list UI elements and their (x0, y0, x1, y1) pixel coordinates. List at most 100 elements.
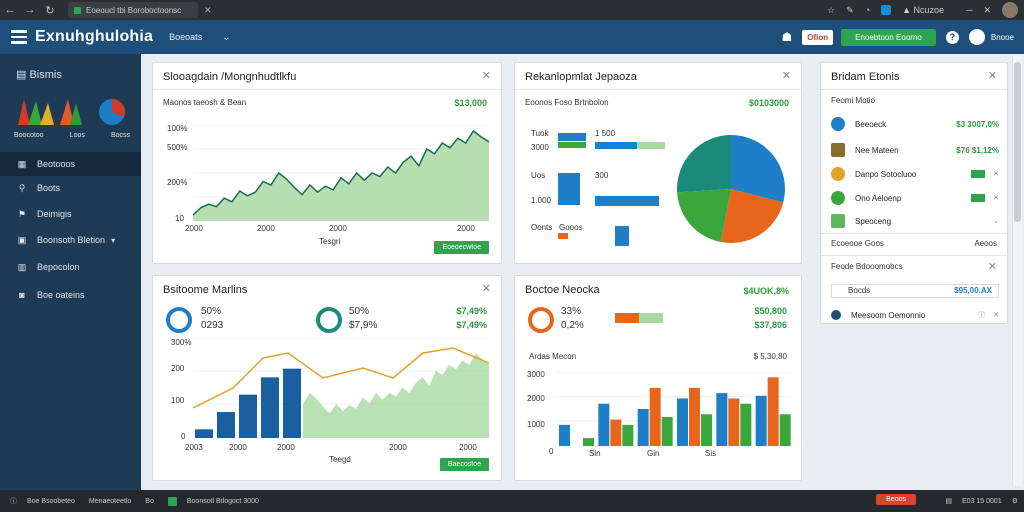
list-item[interactable]: Meesoom Oemonnio ⓘ ✕ (831, 305, 999, 325)
red-action-button[interactable]: Beoos (876, 494, 916, 505)
bar (217, 412, 235, 438)
x-tick-label: 2000 (229, 443, 247, 452)
settings-icon[interactable]: ⚙ (1011, 498, 1018, 505)
bar (639, 313, 663, 323)
sidebar-item-reports[interactable]: ▥ Bepocolon (0, 255, 141, 279)
info-icon[interactable]: ⓘ (978, 312, 986, 319)
app-icon[interactable] (881, 5, 892, 15)
logo-green2-shape (70, 103, 82, 125)
bar (740, 403, 752, 446)
list-item[interactable]: Beeoeck $3 3007,0% (831, 114, 999, 134)
list-heading: Feomi Motio (831, 96, 876, 105)
bar (637, 142, 665, 149)
close-icon[interactable]: ✕ (987, 70, 997, 82)
notification-icon[interactable]: ☗ (781, 30, 793, 44)
ring-value: 33% (561, 306, 582, 317)
bar (689, 387, 700, 446)
browser-avatar[interactable] (1002, 2, 1018, 18)
trend-line (193, 347, 489, 409)
forward-icon[interactable]: → (24, 4, 36, 16)
ring-value: 0,2% (561, 320, 584, 331)
close-icon[interactable]: ✕ (993, 195, 999, 202)
x-tick-label: 2000 (329, 224, 347, 233)
divider (153, 89, 501, 90)
star-icon[interactable]: ☆ (827, 4, 836, 15)
close-icon[interactable]: ✕ (481, 70, 491, 82)
sidebar-item-dashboard[interactable]: ▦ Beotooos (0, 152, 141, 176)
reload-icon[interactable]: ↻ (45, 4, 55, 17)
bar-label: 300 (595, 171, 609, 180)
sidebar-heading-text: Bismis (29, 69, 62, 81)
bar-label: Uos (531, 171, 546, 180)
minimize-icon[interactable]: ─ (966, 5, 973, 15)
back-icon[interactable]: ← (4, 4, 16, 16)
pen-icon[interactable]: ✎ (846, 4, 854, 15)
close-icon[interactable]: ✕ (781, 70, 791, 82)
section-value: Aeoos (974, 239, 997, 248)
status-item[interactable]: Menaeoteetlo (88, 497, 132, 505)
user-menu[interactable]: Bnooe (990, 32, 1014, 42)
sidebar-item-label: Beotooos (37, 159, 76, 169)
area-chart (193, 125, 489, 221)
list-item[interactable]: Danpo Sotocluoo ✕ (831, 164, 999, 184)
list-item-value: $76 $1,12% (956, 145, 999, 155)
logo-yellow-shape (40, 103, 54, 125)
sidebar-item-label: Boots (37, 183, 61, 193)
panel-area-chart: Slooagdain /Mongnhudtlkfu ✕ Maonos taeos… (152, 62, 502, 264)
search-field[interactable]: Bocds $95,00.AX (831, 284, 999, 298)
green-action-button[interactable]: Enoebtoon Eoorno (841, 28, 936, 46)
panel-title: Slooagdain /Mongnhudtlkfu (163, 71, 297, 83)
close-icon[interactable]: ✕ (987, 261, 997, 273)
info-icon[interactable]: ⓘ (10, 498, 17, 505)
panel-action-button[interactable]: Baecostoe (439, 458, 489, 471)
close-window-icon[interactable]: ✕ (983, 4, 991, 15)
list-item[interactable]: Speoceng ⌄ (831, 211, 999, 231)
x-tick-label: Sis (705, 449, 717, 458)
logo-label: Loos (69, 132, 85, 139)
status-item[interactable]: Bo (145, 497, 154, 505)
sidebar-item-data[interactable]: ◙ Boe oateins (0, 283, 141, 307)
scrollbar-thumb[interactable] (1014, 62, 1021, 222)
header-menu[interactable]: Boeoats (169, 32, 203, 42)
chevron-down-icon[interactable]: ⌄ (222, 31, 231, 43)
status-item[interactable]: Boe Bsoobeteo (27, 497, 75, 505)
bar (767, 377, 779, 446)
tab-title: Eoeoucl tbi Boroboctoonsc (86, 5, 182, 15)
help-icon[interactable]: ? (945, 30, 959, 44)
panel-right-list: Bridam Etonis ✕ Feomi Motio Beeoeck $3 3… (820, 62, 1008, 324)
extension-icon[interactable]: ◔ (864, 5, 871, 15)
browser-tab[interactable]: Eoeoucl tbi Boroboctoonsc (68, 2, 198, 18)
logo-orange-shape (60, 99, 74, 125)
alert-button[interactable]: Ofion (802, 29, 834, 45)
list-item-value: $3 3007,0% (956, 119, 999, 129)
y-tick-label: 0 (181, 432, 186, 441)
list-item[interactable]: Ono Aeloenp ✕ (831, 188, 999, 208)
sidebar-item-section[interactable]: ▣ Boonsoth Bletion ▾ (0, 228, 141, 252)
progress-ring (528, 307, 554, 333)
tab-favicon-icon (74, 6, 81, 14)
logo-label: Boocotoo (14, 132, 44, 139)
tab-close-icon[interactable]: ✕ (204, 4, 212, 15)
profile-menu-label[interactable]: ▲ Ncuzoe (902, 5, 945, 15)
pie-slice (677, 135, 731, 193)
y-tick-label: 500% (167, 143, 188, 152)
close-icon[interactable]: ✕ (993, 171, 999, 178)
status-item[interactable]: Boonsotl Btlogoct 3000 (186, 497, 259, 505)
panel-action-button[interactable]: Eoeoecwtoe (434, 241, 489, 254)
user-avatar[interactable] (968, 29, 985, 45)
table-icon: ▥ (17, 261, 27, 272)
ring-value: $7,9% (349, 320, 378, 331)
close-icon[interactable]: ✕ (481, 283, 491, 295)
doc-icon[interactable]: ▤ (945, 498, 953, 505)
sidebar-item-flags[interactable]: ⚑ Deimigis (0, 202, 141, 226)
panel-subtitle: Maonos taeosh & Bean (163, 98, 247, 107)
y-tick-label: 200 (171, 364, 185, 373)
sidebar-item-search[interactable]: ⚲ Boots (0, 176, 141, 200)
status-indicator (971, 170, 986, 178)
close-icon[interactable]: ✕ (993, 312, 999, 319)
grid-icon: ▦ (17, 158, 27, 169)
folder-icon (831, 143, 845, 157)
chevron-down-icon[interactable]: ⌄ (993, 218, 999, 225)
list-item[interactable]: Nee Mateen $76 $1,12% (831, 140, 999, 160)
vertical-scrollbar[interactable] (1012, 56, 1022, 486)
